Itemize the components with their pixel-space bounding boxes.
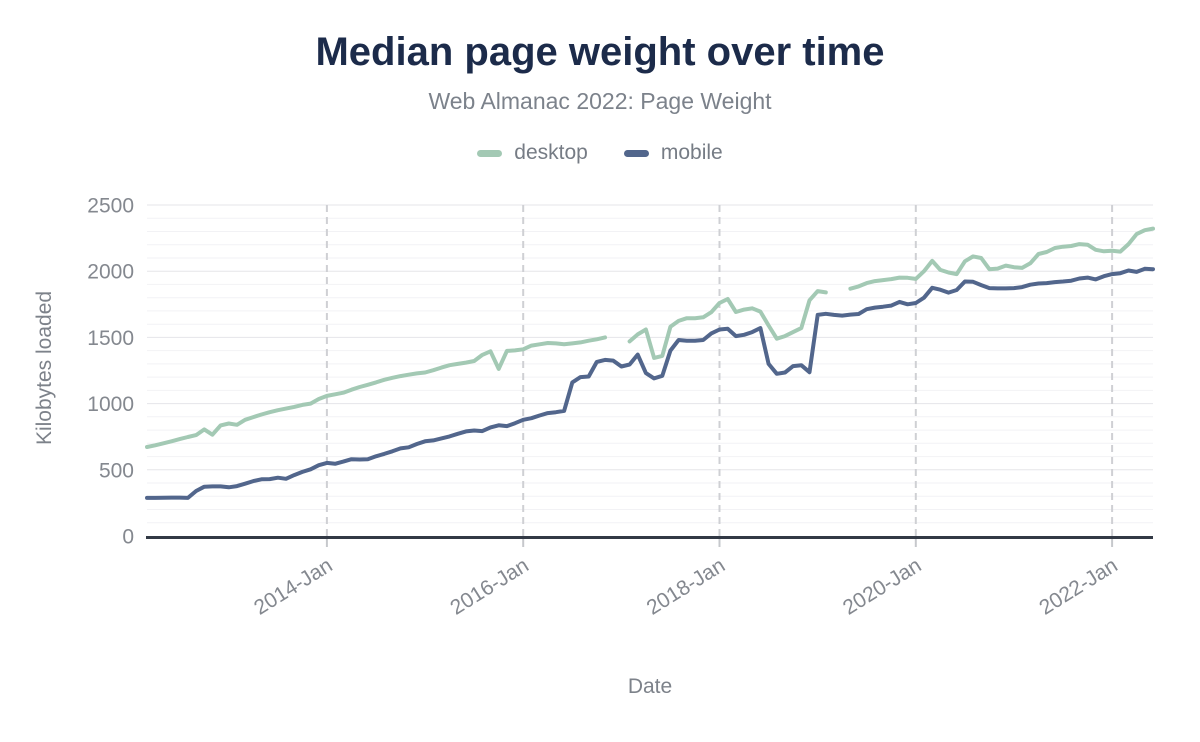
y-tick-label: 2000 — [87, 261, 134, 284]
legend-label-desktop: desktop — [514, 141, 588, 164]
x-tick-label: 2014-Jan — [250, 554, 336, 620]
y-tick-label: 1500 — [87, 327, 134, 350]
x-tick-label: 2020-Jan — [839, 554, 925, 620]
desktop-line — [145, 226, 1155, 449]
x-axis-title: Date — [627, 675, 673, 698]
legend-item-mobile[interactable]: mobile — [623, 141, 723, 165]
y-axis-title: Kilobytes loaded — [33, 290, 56, 446]
chart-subtitle: Web Almanac 2022: Page Weight — [428, 88, 772, 114]
legend-item-desktop[interactable]: desktop — [477, 141, 588, 165]
x-tick-label: 2022-Jan — [1035, 554, 1121, 620]
legend-label-mobile: mobile — [660, 141, 723, 164]
desktop-series-swatch-icon — [477, 149, 503, 157]
legend: desktop mobile — [0, 141, 1200, 165]
x-tick-label: 2016-Jan — [446, 554, 532, 620]
y-tick-label: 1000 — [87, 393, 134, 416]
y-tick-label: 500 — [99, 459, 134, 482]
y-tick-label: 2500 — [87, 195, 134, 218]
x-tick-label: 2018-Jan — [643, 554, 729, 620]
mobile-line — [145, 266, 1155, 500]
chart-title: Median page weight over time — [315, 30, 885, 74]
y-tick-label: 0 — [122, 526, 134, 549]
mobile-series-swatch-icon — [623, 149, 649, 157]
